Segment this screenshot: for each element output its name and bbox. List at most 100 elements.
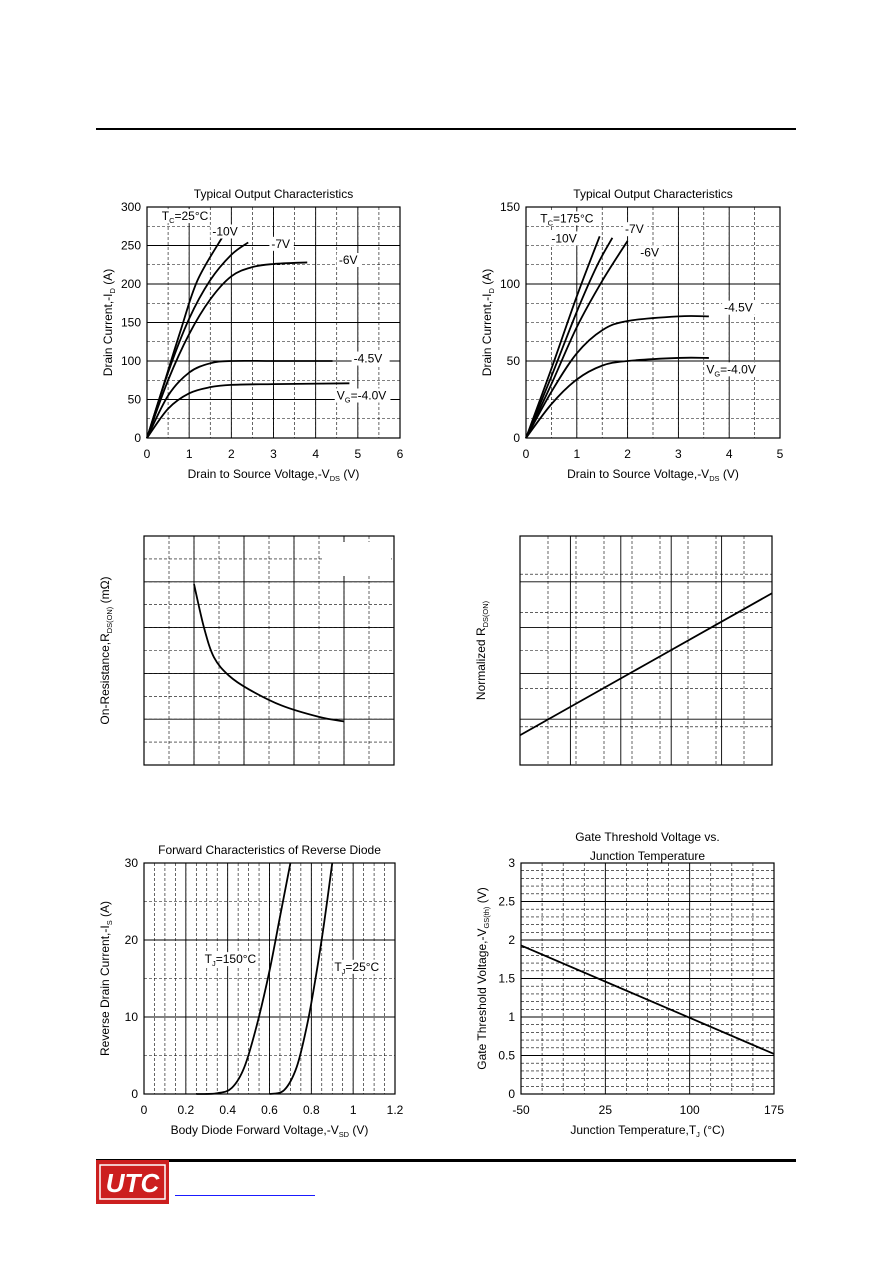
annotation-label: -4.5V [354,352,383,366]
header-rule [96,128,796,130]
y-tick-label: 30 [125,856,139,870]
y-tick-label: 250 [121,239,141,253]
annotation-label: -7V [625,222,644,236]
series-line [196,862,292,1095]
x-tick-label: 0.4 [219,1103,236,1117]
annotation-label: TJ=150°C [205,952,257,968]
y-tick-label: 2 [508,933,515,947]
annotation-bg [332,959,382,974]
y-tick-label: 100 [121,354,141,368]
series-line [525,237,614,439]
y-tick-label: 0 [131,1087,138,1101]
x-tick-label: 1 [573,447,580,461]
series-line [146,382,350,439]
y-tick-label: 200 [121,277,141,291]
x-axis-label: Body Diode Forward Voltage,-VSD (V) [171,1123,369,1139]
annotation-bg [623,222,648,237]
annotation-label: TC=175°C [540,211,594,227]
annotation-label: -10V [212,224,237,238]
x-tick-label: 3 [270,447,277,461]
plot-frame [525,206,781,439]
series-line [520,944,775,1055]
y-tick-label: 20 [125,933,139,947]
annotation-bg [210,224,242,239]
chart-title: Forward Characteristics of Reverse Diode [158,843,381,857]
annotation-bg [638,245,663,260]
plot-frame [146,206,401,439]
y-tick-label: 0.5 [498,1049,515,1063]
chart-c4: Normalized RDS(ON) [474,535,773,766]
series-line [525,235,601,439]
x-tick-label: 4 [312,447,319,461]
annotation-label: -6V [339,253,358,267]
annotation-bg [202,952,259,967]
annotation-label: TC=25°C [162,209,209,225]
x-tick-label: -50 [512,1103,530,1117]
series-line [146,261,308,439]
x-tick-label: 1.2 [387,1103,404,1117]
x-tick-label: 25 [599,1103,613,1117]
annotation-label: -6V [640,245,659,259]
x-tick-label: 2 [228,447,235,461]
legend-box [323,542,391,576]
y-tick-label: 1.5 [498,972,515,986]
x-tick-label: 6 [397,447,404,461]
annotation-bg [351,351,390,366]
annotation-label: -10V [551,231,576,245]
y-axis-label: Gate Threshold Voltage,-VGS(th) (V) [475,887,491,1069]
website-link-underline[interactable] [175,1195,315,1196]
y-tick-label: 50 [128,393,142,407]
x-tick-label: 100 [680,1103,700,1117]
annotation-bg [549,231,581,246]
x-tick-label: 0 [523,447,530,461]
chart-title: Gate Threshold Voltage vs. [575,830,720,844]
annotation-label: -7V [271,237,290,251]
x-axis-label: Drain to Source Voltage,-VDS (V) [188,467,360,483]
chart-c3: On-Resistance,RDS(ON) (mΩ) [98,535,395,766]
x-tick-label: 4 [726,447,733,461]
y-tick-label: 3 [508,856,515,870]
y-tick-label: 10 [125,1010,139,1024]
chart-c6: -50 25 100 175 0 0.5 1 1.5 2 2.5 3 Gate Threshold V… [475,830,784,1139]
utc-logo: UTC [96,1160,169,1204]
series-line [525,315,709,439]
series-line [519,592,773,737]
x-tick-label: 0.6 [261,1103,278,1117]
series-line [146,359,333,439]
annotation-bg [704,362,761,377]
annotation-bg [269,236,294,251]
y-axis-label: Drain Current,-ID (A) [480,269,496,376]
x-tick-label: 1 [186,447,193,461]
chart-title-line2: Junction Temperature [590,849,706,863]
footer-rule [96,1159,796,1162]
y-tick-label: 50 [507,354,521,368]
annotation-label: VG=-4.0V [337,389,387,405]
x-tick-label: 0.2 [177,1103,194,1117]
chart-c5: 0 0.2 0.4 0.6 0.8 1 1.2 0 10 20 30 Forward Characte… [98,843,404,1139]
y-tick-label: 0 [134,431,141,445]
annotation-bg [334,388,391,403]
y-tick-label: 100 [500,277,520,291]
x-tick-label: 175 [764,1103,784,1117]
annotation-label: -4.5V [724,301,753,315]
y-tick-label: 150 [500,200,520,214]
y-axis-label: Reverse Drain Current,-IS (A) [98,901,114,1056]
series-line [525,356,709,439]
annotation-label: TJ=25°C [334,960,379,976]
chart-title: Typical Output Characteristics [573,187,732,201]
y-tick-label: 1 [508,1010,515,1024]
x-tick-label: 3 [675,447,682,461]
chart-c1: 0 1 2 3 4 5 6 0 50 100 150 200 250 300 Typical Output … [101,187,404,483]
x-tick-label: 0 [144,447,151,461]
annotation-bg [722,300,761,315]
plot-frame [143,535,395,766]
x-axis-label: Junction Temperature,TJ (°C) [570,1123,724,1139]
annotation-bg [336,252,362,267]
utc-logo-graphic: UTC [96,1160,169,1204]
plot-frame [519,535,773,766]
plot-frame [520,862,775,1095]
y-axis-label: Drain Current,-ID (A) [101,269,117,376]
